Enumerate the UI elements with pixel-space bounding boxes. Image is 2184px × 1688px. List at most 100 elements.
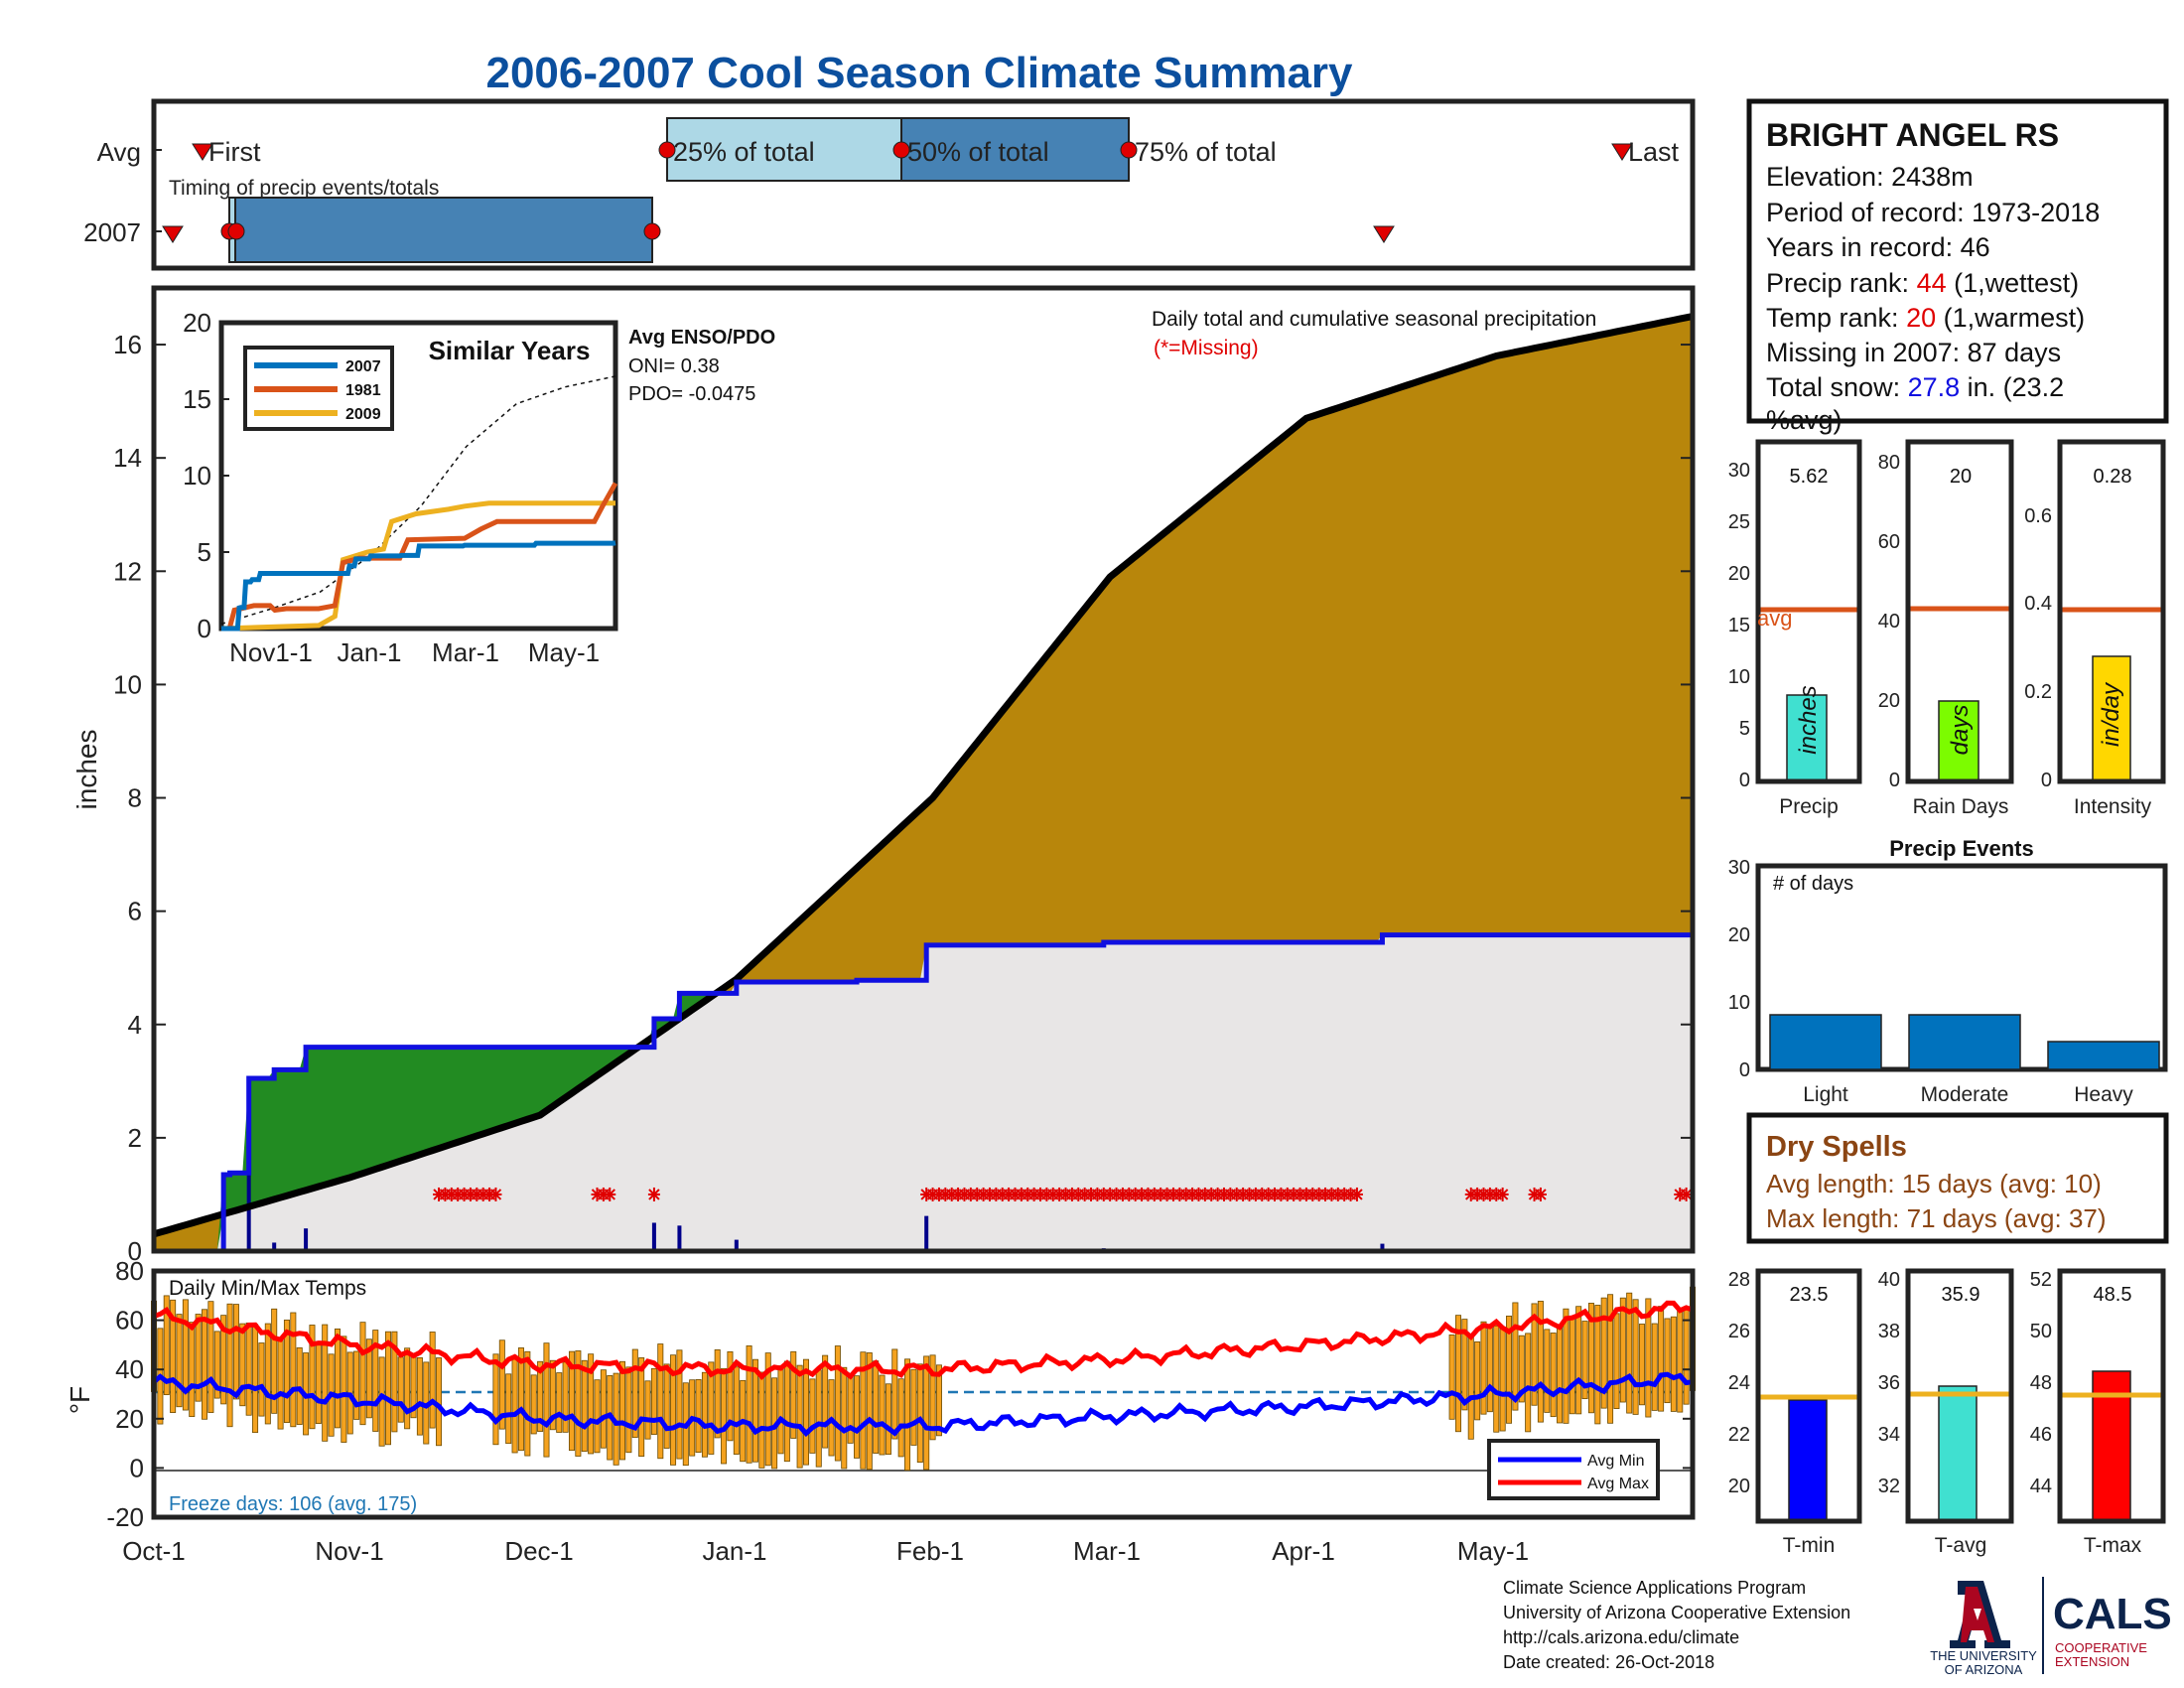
daily-temp-bar	[866, 1352, 873, 1471]
missing-day-marker	[1534, 1187, 1547, 1201]
daily-temp-bar	[568, 1350, 575, 1452]
enso-oni: ONI= 0.38	[628, 355, 720, 377]
main-y-tick-label: 16	[113, 330, 142, 359]
daily-temp-bar	[1557, 1326, 1564, 1424]
daily-temp-bar	[359, 1322, 366, 1426]
average-cumulative-area	[154, 933, 1693, 1251]
inset-legend-2007: 2007	[345, 358, 381, 375]
inset-legend-1981: 1981	[345, 382, 381, 399]
precip-tick-25: 25	[1728, 511, 1750, 533]
daily-temp-bar	[1544, 1329, 1551, 1413]
station-elevation: Elevation: 2438m	[1766, 162, 1974, 192]
daily-temp-bar	[1607, 1294, 1614, 1424]
temp-ylabel: °F	[65, 1386, 95, 1414]
daily-precip-bar	[734, 1239, 739, 1251]
main-y-tick-label: 2	[128, 1123, 142, 1153]
avg-50-label: 50% of total	[907, 137, 1049, 167]
daily-temp-bar	[271, 1308, 278, 1414]
daily-temp-bar	[594, 1379, 601, 1454]
daily-temp-bar	[600, 1369, 607, 1449]
cumulative-2007-line	[154, 932, 1696, 1254]
daily-temp-bar	[796, 1364, 803, 1469]
main-y-tick-label: 0	[128, 1236, 142, 1266]
main-y-tick-label: 6	[128, 897, 142, 926]
daily-precip-bar	[677, 1225, 682, 1251]
inset-y-tick-label: 5	[198, 537, 211, 567]
daily-temp-bar	[701, 1371, 708, 1458]
dry-spells-box: Dry Spells Avg length: 15 days (avg: 10)…	[1746, 1112, 2169, 1244]
daily-temp-bar	[581, 1359, 588, 1453]
daily-temp-bar	[213, 1331, 220, 1399]
temp-y-tick-label: 40	[115, 1354, 144, 1384]
missing-day-marker	[604, 1187, 616, 1201]
tavg-chart: 35.9 T-avg 32 34 36 38 40	[1878, 1268, 2014, 1557]
daily-temp-bar	[277, 1337, 284, 1430]
daily-temp-bar	[1632, 1299, 1639, 1415]
daily-temp-bar	[537, 1360, 544, 1432]
daily-temp-bar	[714, 1348, 721, 1439]
events-bar-light	[1769, 1014, 1882, 1070]
daily-temp-bar	[202, 1309, 208, 1420]
daily-temp-bar	[322, 1324, 329, 1442]
ua-logo-line-2: OF ARIZONA	[1945, 1662, 2023, 1677]
main-y-tick-label: 8	[128, 783, 142, 813]
daily-temp-bar	[854, 1375, 861, 1459]
inset-2007-line	[221, 540, 616, 632]
avg-min-temp-line	[152, 1371, 1694, 1438]
daily-temp-bar	[315, 1341, 322, 1425]
daily-temp-bar	[790, 1350, 797, 1439]
daily-temp-bar	[1670, 1316, 1677, 1412]
university-of-arizona-logo: THE UNIVERSITY OF ARIZONA	[1930, 1581, 2037, 1677]
daily-temp-bar	[644, 1380, 651, 1440]
daily-temp-bar	[498, 1339, 505, 1430]
daily-temp-bar	[296, 1346, 303, 1425]
daily-temp-bar	[416, 1357, 423, 1436]
inset-2009-line	[220, 500, 615, 632]
daily-temp-bar	[334, 1328, 341, 1429]
daily-temp-bar	[1651, 1323, 1658, 1411]
events-cat-light: Light	[1803, 1083, 1848, 1106]
daily-temp-bar	[815, 1369, 822, 1468]
tmin-tick-26: 26	[1728, 1321, 1750, 1342]
daily-temp-bar	[549, 1359, 556, 1431]
tmax-label: T-max	[2084, 1534, 2142, 1557]
inset-y-tick-label: 10	[183, 461, 211, 491]
cals-wordmark: CALS	[2053, 1590, 2172, 1638]
main-y-tick-label: 4	[128, 1010, 142, 1040]
avg-75-label: 75% of total	[1135, 137, 1277, 167]
tavg-tick-34: 34	[1878, 1424, 1900, 1446]
timing-panel: Avg 2007 Timing of precip events/totals …	[83, 98, 1696, 271]
daily-temp-bar	[163, 1295, 170, 1396]
precip-tick-15: 15	[1728, 615, 1750, 636]
daily-temp-bar	[182, 1299, 189, 1411]
daily-temp-bar	[1537, 1301, 1544, 1423]
precip-tick-0: 0	[1739, 770, 1750, 791]
daily-temp-bar	[891, 1348, 898, 1440]
daily-temp-bar	[721, 1367, 728, 1465]
daily-temp-bar	[904, 1358, 911, 1472]
intensity-tick-04: 0.4	[2024, 593, 2052, 615]
daily-temp-bar	[341, 1336, 347, 1443]
y2007-75-marker	[643, 222, 661, 240]
avg-50-75-box	[900, 117, 1130, 182]
daily-temp-bar	[1677, 1310, 1684, 1413]
station-temp-rank: Temp rank: 20 (1,warmest)	[1766, 303, 2085, 333]
similar-years-inset: 0 5 10 15 20 Similar Years 2007 1981 2009 No…	[183, 308, 618, 667]
daily-temp-bar	[176, 1314, 183, 1408]
tavg-tick-36: 36	[1878, 1372, 1900, 1394]
events-ylabel: # of days	[1773, 873, 1853, 895]
freeze-days: Freeze days: 106 (avg. 175)	[169, 1493, 417, 1515]
tavg-tick-32: 32	[1878, 1476, 1900, 1497]
xtick-jan: Jan-1	[702, 1536, 766, 1566]
rain-days-chart: 20 days Rain Days 0 20 40 60 80	[1878, 439, 2014, 818]
daily-precip-bar	[651, 1222, 656, 1251]
events-cat-moderate: Moderate	[1921, 1083, 2009, 1106]
daily-precip-bar	[1380, 1243, 1385, 1251]
daily-temp-bar	[1480, 1321, 1487, 1415]
intensity-tick-06: 0.6	[2024, 505, 2052, 527]
daily-temp-bar	[834, 1345, 841, 1462]
daily-temp-bar	[802, 1358, 809, 1466]
missing-day-marker	[647, 1187, 660, 1201]
missing-day-marker	[1496, 1187, 1509, 1201]
events-tick-0: 0	[1739, 1059, 1750, 1081]
